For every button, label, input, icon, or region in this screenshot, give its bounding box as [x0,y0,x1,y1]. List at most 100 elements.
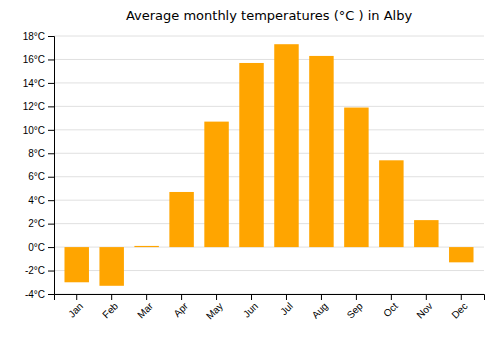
tick-label: Oct [381,300,400,319]
tick-label: Dec [449,300,469,320]
tick-mark [48,83,54,84]
tick-label: Feb [100,300,120,320]
tick-label: 2°C [28,218,45,229]
tick-mark [181,294,182,300]
tick-label: 8°C [28,148,45,159]
bar [169,192,193,247]
tick-label: 6°C [28,171,45,182]
tick-mark [111,294,112,300]
y-tick: 2°C [28,218,54,229]
tick-label: 10°C [23,125,45,136]
tick-label: Jul [278,300,295,317]
x-tick: Jun [241,294,260,320]
axis-line [55,295,485,301]
tick-mark [426,294,427,300]
y-tick: -4°C [25,289,54,300]
y-tick: 12°C [23,101,54,112]
grid-line [54,82,484,83]
title: Average monthly temperatures (°C ) in Al… [126,8,412,23]
tick-mark [48,224,54,225]
plot-area [64,44,473,286]
grid [54,36,484,294]
tick-label: Apr [171,300,190,319]
bar [134,246,158,247]
x-tick: Nov [414,294,434,321]
y-tick: 0°C [28,242,54,253]
y-tick: 4°C [28,195,54,206]
x-tick: Mar [135,294,155,320]
tick-mark [321,294,322,300]
bar [274,44,298,247]
tick-mark [391,294,392,300]
tick-label: -4°C [25,289,45,300]
tick-mark [48,294,54,295]
y-tick: 10°C [23,125,54,136]
axis-line [48,37,55,295]
bar [449,247,473,262]
grid-line [54,153,484,154]
x-tick: Apr [171,294,190,319]
y-tick: 6°C [28,171,54,182]
grid-line [54,176,484,177]
x-tick: Aug [310,294,330,321]
tick-label: Aug [310,300,330,320]
y-tick: 14°C [23,78,54,89]
tick-mark [48,247,54,248]
x-axis: Jan Feb Mar Apr May Jun Jul Aug Sep Oct Nov Dec [55,294,485,322]
y-tick: -2°C [25,265,54,276]
tick-mark [48,153,54,154]
x-tick: Dec [449,294,469,321]
y-tick: 16°C [23,54,54,65]
tick-mark [461,294,462,300]
tick-label: Mar [135,300,155,320]
tick-label: 12°C [23,101,45,112]
x-tick: Jul [278,294,295,317]
tick-label: -2°C [25,265,45,276]
bar [414,220,438,247]
tick-mark [48,271,54,272]
y-tick: 8°C [28,148,54,159]
chart: -4°C -2°C 0°C 2°C 4°C 6°C 8°C 10°C 12°C 14°C 16°C 1… [0,0,500,350]
tick-mark [286,294,287,300]
grid-line [54,36,484,37]
x-tick: Sep [345,294,366,321]
bar [309,56,333,247]
tick-mark [251,294,252,300]
grid-line [54,200,484,201]
bar [344,108,368,248]
tick-mark [48,36,54,37]
x-tick: Feb [100,294,120,320]
tick-label: 18°C [23,31,45,42]
tick-mark [48,130,54,131]
bar [239,63,263,247]
tick-label: 14°C [23,78,45,89]
tick-mark [146,294,147,300]
grid-line [54,106,484,107]
y-axis: -4°C -2°C 0°C 2°C 4°C 6°C 8°C 10°C 12°C 14°C 16°C 1… [23,31,55,300]
tick-mark [48,177,54,178]
bar [379,160,403,247]
tick-label: 16°C [23,54,45,65]
x-tick: May [204,294,225,322]
tick-mark [216,294,217,300]
x-tick: Oct [381,294,400,319]
bar [64,247,88,282]
tick-mark [48,59,54,60]
x-tick: Jan [66,294,85,320]
tick-label: 4°C [28,195,45,206]
tick-mark [76,294,77,300]
tick-label: Jun [241,300,260,319]
tick-label: May [204,300,225,321]
grid-line [54,129,484,130]
grid-line [54,59,484,60]
y-tick: 18°C [23,31,54,42]
tick-label: Sep [345,300,366,321]
tick-mark [48,200,54,201]
bar [99,247,123,286]
tick-label: Nov [414,300,434,320]
tick-mark [356,294,357,300]
tick-mark [48,106,54,107]
bar [204,122,228,247]
tick-label: 0°C [28,242,45,253]
tick-label: Jan [66,300,85,319]
